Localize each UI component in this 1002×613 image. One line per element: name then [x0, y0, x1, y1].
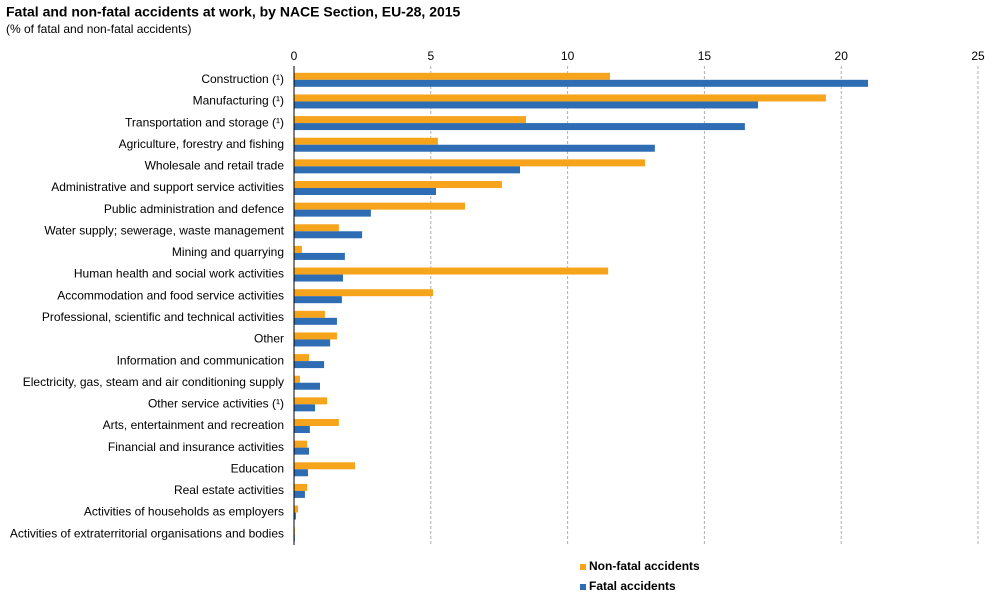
- legend-label: Non-fatal accidents: [589, 559, 700, 573]
- bar: [294, 462, 356, 470]
- bar: [294, 252, 345, 260]
- bar: [294, 181, 502, 188]
- bar: [294, 166, 520, 174]
- y-tick-label: Other service activities (¹): [148, 397, 284, 411]
- y-tick-label: Activities of households as employers: [84, 505, 284, 519]
- bar: [294, 79, 869, 87]
- bar: [294, 490, 305, 498]
- x-tick-label: 0: [291, 49, 298, 63]
- bar: [294, 159, 646, 167]
- bar: [294, 397, 328, 405]
- legend-label: Fatal accidents: [589, 579, 676, 593]
- y-tick-label: Transportation and storage (¹): [125, 115, 284, 129]
- bar: [294, 101, 759, 109]
- y-tick-label: Water supply; sewerage, waste management: [44, 223, 284, 237]
- y-tick-label: Information and communication: [117, 353, 284, 367]
- y-tick-label: Activities of extraterritorial organisat…: [10, 526, 284, 540]
- y-tick-label: Education: [231, 461, 284, 475]
- bar: [294, 289, 433, 297]
- bar: [294, 447, 310, 455]
- bar: [294, 419, 339, 426]
- bar: [294, 404, 316, 412]
- bar: [294, 310, 325, 318]
- bar: [294, 245, 302, 253]
- y-tick-label: Agriculture, forestry and fishing: [119, 137, 284, 151]
- bar: [294, 426, 310, 433]
- bar: [294, 72, 611, 80]
- y-tick-label: Electricity, gas, steam and air conditio…: [23, 375, 284, 389]
- bar: [294, 339, 331, 347]
- bar: [294, 483, 308, 491]
- legend-swatch: [580, 584, 586, 590]
- y-tick-label: Administrative and support service activ…: [51, 180, 284, 194]
- bar: [294, 361, 325, 369]
- bar: [294, 382, 320, 390]
- bar: [294, 354, 310, 362]
- bar: [294, 274, 343, 282]
- bar: [294, 332, 337, 340]
- y-tick-label: Construction (¹): [201, 72, 284, 86]
- legend-swatch: [580, 564, 586, 570]
- y-tick-label: Manufacturing (¹): [193, 94, 284, 108]
- bar: [294, 224, 339, 232]
- y-tick-label: Financial and insurance activities: [108, 440, 284, 454]
- bar: [294, 209, 371, 217]
- bar: [294, 123, 745, 131]
- bar: [294, 202, 465, 210]
- bar: [294, 469, 308, 477]
- x-tick-label: 10: [561, 49, 575, 63]
- chart-title: Fatal and non-fatal accidents at work, b…: [6, 4, 461, 20]
- y-tick-label: Human health and social work activities: [74, 267, 284, 281]
- y-tick-label: Real estate activities: [174, 483, 284, 497]
- x-tick-label: 25: [971, 49, 985, 63]
- bar: [294, 440, 308, 448]
- bar: [294, 375, 301, 383]
- x-tick-label: 15: [698, 49, 712, 63]
- y-tick-label: Wholesale and retail trade: [145, 159, 285, 173]
- y-tick-label: Other: [254, 332, 284, 346]
- bar: [294, 144, 655, 152]
- x-tick-label: 20: [835, 49, 849, 63]
- bar: [294, 317, 337, 325]
- bar: [294, 94, 826, 102]
- bar: [294, 116, 527, 124]
- y-tick-label: Professional, scientific and technical a…: [42, 310, 284, 324]
- bar: [294, 512, 296, 520]
- bar: [294, 231, 363, 239]
- y-tick-label: Public administration and defence: [104, 202, 284, 216]
- bar: [294, 296, 342, 304]
- bar: [294, 137, 438, 145]
- y-tick-label: Arts, entertainment and recreation: [103, 418, 284, 432]
- bar: [294, 505, 299, 513]
- bar: [294, 188, 436, 195]
- chart-subtitle: (% of fatal and non-fatal accidents): [6, 22, 191, 36]
- y-tick-label: Mining and quarrying: [172, 245, 284, 259]
- x-tick-label: 5: [427, 49, 434, 63]
- bar: [294, 267, 609, 275]
- y-tick-label: Accommodation and food service activitie…: [57, 288, 284, 302]
